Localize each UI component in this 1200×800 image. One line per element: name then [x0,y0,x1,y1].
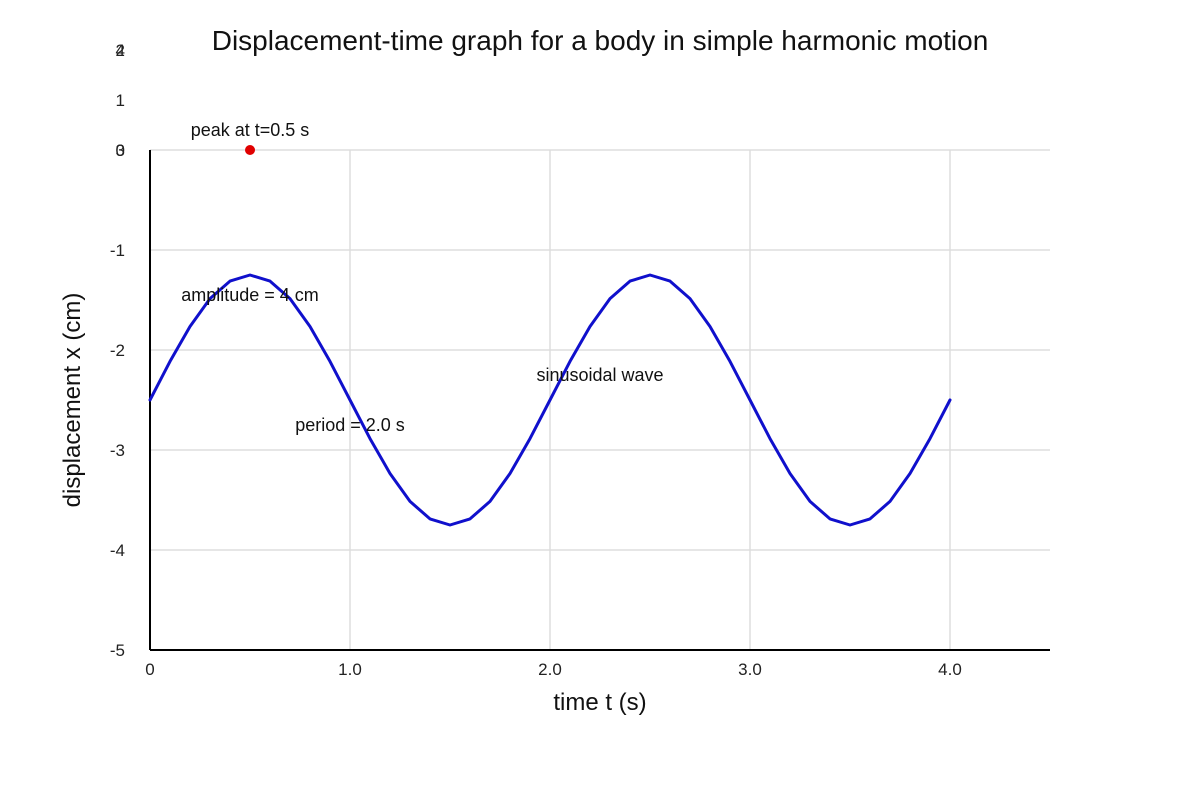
y-tick-label: -3 [110,441,125,460]
annotation-label: peak at t=0.5 s [191,120,310,140]
x-tick-label: 0 [145,660,154,679]
extra-tick-label: 1 [116,91,125,110]
grid [150,149,1050,650]
x-tick-label: 3.0 [738,660,762,679]
peak-marker [245,145,255,155]
axes [149,150,1050,651]
annotation-label: amplitude = 4 cm [181,285,319,305]
extra-tick-label: 4 [116,41,125,60]
y-tick-label: -2 [110,341,125,360]
y-tick-label: 0 [116,141,125,160]
series-line [148,273,952,527]
y-tick-label: -5 [110,641,125,660]
extra-tick-labels: 42 1 3 [116,41,125,160]
annotation-label: sinusoidal wave [536,365,663,385]
x-axis-title: time t (s) [553,689,646,716]
tick-labels: 0 1.0 2.0 3.0 4.0 -5 -4 -3 -2 -1 0 [110,141,962,679]
y-tick-label: -1 [110,241,125,260]
annotation-label: period = 2.0 s [295,415,405,435]
annotations: peak at t=0.5 s amplitude = 4 cm period = … [181,120,663,435]
y-axis-title: displacement x (cm) [59,293,86,508]
chart-title: Displacement-time graph for a body in si… [212,25,989,56]
series [148,145,952,527]
extra-tick-label: 3 [116,141,125,160]
x-tick-label: 2.0 [538,660,562,679]
x-tick-label: 4.0 [938,660,962,679]
y-tick-label: -4 [110,541,125,560]
x-tick-label: 1.0 [338,660,362,679]
extra-tick-label: 2 [116,41,125,60]
